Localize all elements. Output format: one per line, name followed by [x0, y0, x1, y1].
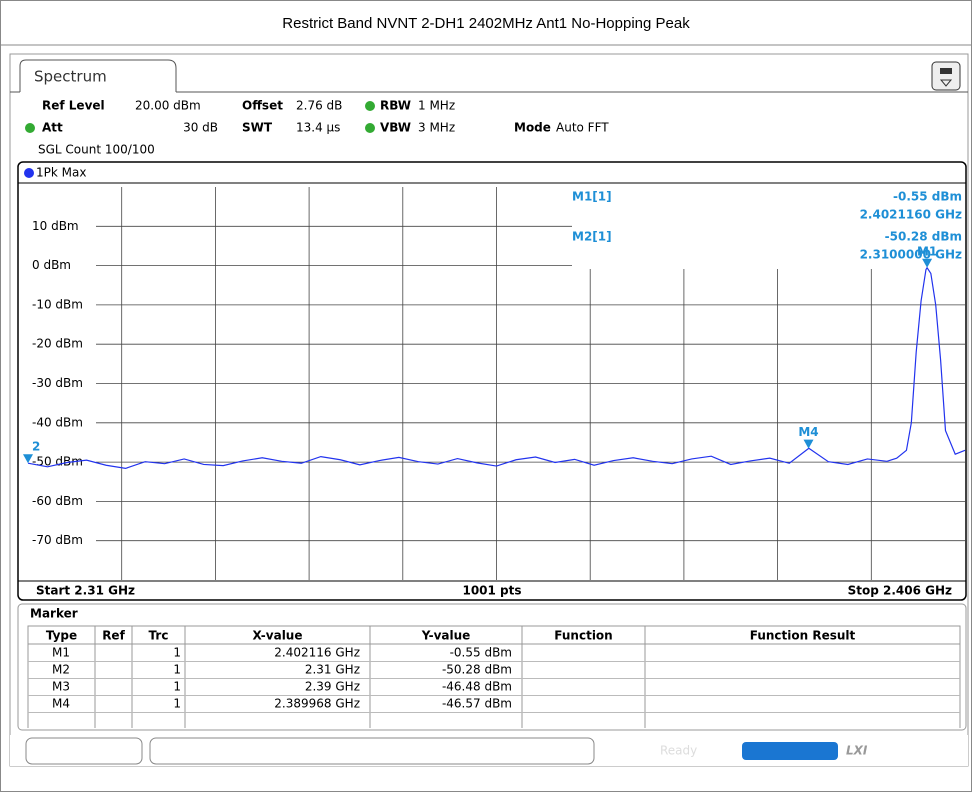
cell: M1 — [52, 646, 70, 660]
cell: 1 — [173, 697, 181, 711]
y-tick-label: -50 dBm — [32, 455, 83, 469]
label: RBW — [380, 99, 411, 113]
label: Mode — [514, 121, 551, 135]
column-header: Function — [554, 629, 612, 643]
column-header: X-value — [253, 629, 303, 643]
marker-label: M4 — [798, 425, 818, 439]
value: 1 MHz — [418, 99, 455, 113]
readout-freq: 2.3100000 GHz — [860, 248, 962, 262]
start-label: Start 2.31 GHz — [36, 584, 135, 598]
marker-label: M1 — [917, 244, 937, 258]
value: Auto FFT — [556, 121, 609, 135]
column-header: Ref — [102, 629, 125, 643]
cell: 2.31 GHz — [305, 663, 360, 677]
column-header: Function Result — [750, 629, 856, 643]
cell: -50.28 dBm — [442, 663, 512, 677]
y-tick-label: -10 dBm — [32, 297, 83, 311]
status-field[interactable] — [25, 737, 143, 765]
label: Att — [42, 121, 63, 135]
cell: M4 — [52, 697, 70, 711]
indicator — [365, 101, 375, 111]
value: 20.00 dBm — [135, 99, 201, 113]
menu-button[interactable] — [931, 61, 961, 91]
value: 30 dB — [183, 121, 218, 135]
points-label: 1001 pts — [462, 584, 521, 598]
cell: M3 — [52, 680, 70, 694]
readout-name: M2[1] — [572, 230, 612, 244]
value: 2.76 dB — [296, 99, 342, 113]
status: Ready — [660, 744, 697, 758]
y-tick-label: -40 dBm — [32, 415, 83, 429]
stop-label: Stop 2.406 GHz — [848, 584, 952, 598]
tab-label[interactable]: Spectrum — [34, 68, 107, 86]
label: Ref Level — [42, 99, 105, 113]
label: VBW — [380, 121, 411, 135]
indicator — [25, 123, 35, 133]
marker — [803, 439, 814, 449]
y-tick-label: 0 dBm — [32, 258, 71, 272]
y-tick-label: -30 dBm — [32, 376, 83, 390]
sweep-count: SGL Count 100/100 — [38, 143, 155, 157]
marker-table-title: Marker — [30, 607, 78, 621]
cell: -0.55 dBm — [450, 646, 512, 660]
trace-indicator — [24, 168, 34, 178]
marker — [922, 258, 933, 268]
y-tick-label: 10 dBm — [32, 219, 79, 233]
value: 13.4 µs — [296, 121, 340, 135]
cell: -46.48 dBm — [442, 680, 512, 694]
trace — [27, 266, 966, 470]
readout-name: M1[1] — [572, 190, 612, 204]
column-header: Y-value — [421, 629, 471, 643]
plot-frame — [17, 161, 967, 601]
marker — [23, 454, 33, 464]
y-tick-label: -60 dBm — [32, 494, 83, 508]
progress-bar — [742, 742, 838, 760]
y-tick-label: -20 dBm — [32, 337, 83, 351]
value: 3 MHz — [418, 121, 455, 135]
cell: -46.57 dBm — [442, 697, 512, 711]
cell: 1 — [173, 646, 181, 660]
column-header: Trc — [149, 629, 169, 643]
readout-bg — [572, 187, 965, 269]
cell: 2.402116 GHz — [274, 646, 360, 660]
cell: 2.39 GHz — [305, 680, 360, 694]
column-header: Type — [46, 629, 77, 643]
logo: LXI — [846, 744, 868, 758]
marker-label: 2 — [32, 440, 40, 454]
label: SWT — [242, 121, 273, 135]
tab[interactable] — [19, 59, 177, 92]
y-tick-label: -70 dBm — [32, 533, 83, 547]
readout-freq: 2.4021160 GHz — [860, 208, 962, 222]
cell: 1 — [173, 663, 181, 677]
cell: 1 — [173, 680, 181, 694]
readout-level: -0.55 dBm — [893, 190, 962, 204]
label: Offset — [242, 99, 283, 113]
page-title: Restrict Band NVNT 2-DH1 2402MHz Ant1 No… — [282, 15, 690, 32]
status-field[interactable] — [149, 737, 595, 765]
cell: M2 — [52, 663, 70, 677]
readout-level: -50.28 dBm — [885, 230, 962, 244]
trace-label: 1Pk Max — [36, 166, 86, 180]
indicator — [365, 123, 375, 133]
cell: 2.389968 GHz — [274, 697, 360, 711]
